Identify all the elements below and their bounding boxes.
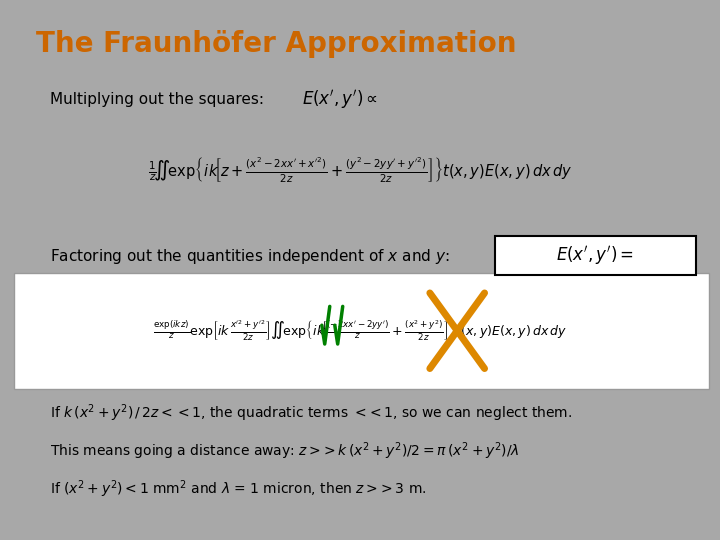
Text: $E(x', y') =$: $E(x', y') =$ [557,244,634,267]
FancyBboxPatch shape [14,273,709,389]
Text: Multiplying out the squares:: Multiplying out the squares: [50,92,264,107]
Text: If $(x^2 + y^2) < 1$ mm$^2$ and $\lambda$ = 1 micron, then $z >\!> 3$ m.: If $(x^2 + y^2) < 1$ mm$^2$ and $\lambda… [50,478,427,500]
Text: If $k\,(x^2 + y^2)\,/\,2z << 1$, the quadratic terms $<\!< 1$, so we can neglect: If $k\,(x^2 + y^2)\,/\,2z << 1$, the qua… [50,402,572,424]
Text: $\frac{1}{z}\!\iint\!\exp\!\left\{ik\!\left[z + \frac{(x^2 - 2xx' + x'^2)}{2z} +: $\frac{1}{z}\!\iint\!\exp\!\left\{ik\!\l… [148,156,572,185]
Text: $\frac{\exp(ikz)}{z}\exp\!\left[ik\,\frac{x'^2 + y'^2}{2z}\right]\iint\!\exp\!\l: $\frac{\exp(ikz)}{z}\exp\!\left[ik\,\fra… [153,319,567,343]
Text: $E(x', y') \propto$: $E(x', y') \propto$ [302,89,379,111]
Text: The Fraunhöfer Approximation: The Fraunhöfer Approximation [36,30,516,58]
FancyBboxPatch shape [495,236,696,275]
Text: This means going a distance away: $z >\!> k\,(x^2 + y^2)/2 = \pi\,(x^2 + y^2)/\l: This means going a distance away: $z >\!… [50,440,520,462]
Text: Factoring out the quantities independent of $x$ and $y$:: Factoring out the quantities independent… [50,247,450,266]
